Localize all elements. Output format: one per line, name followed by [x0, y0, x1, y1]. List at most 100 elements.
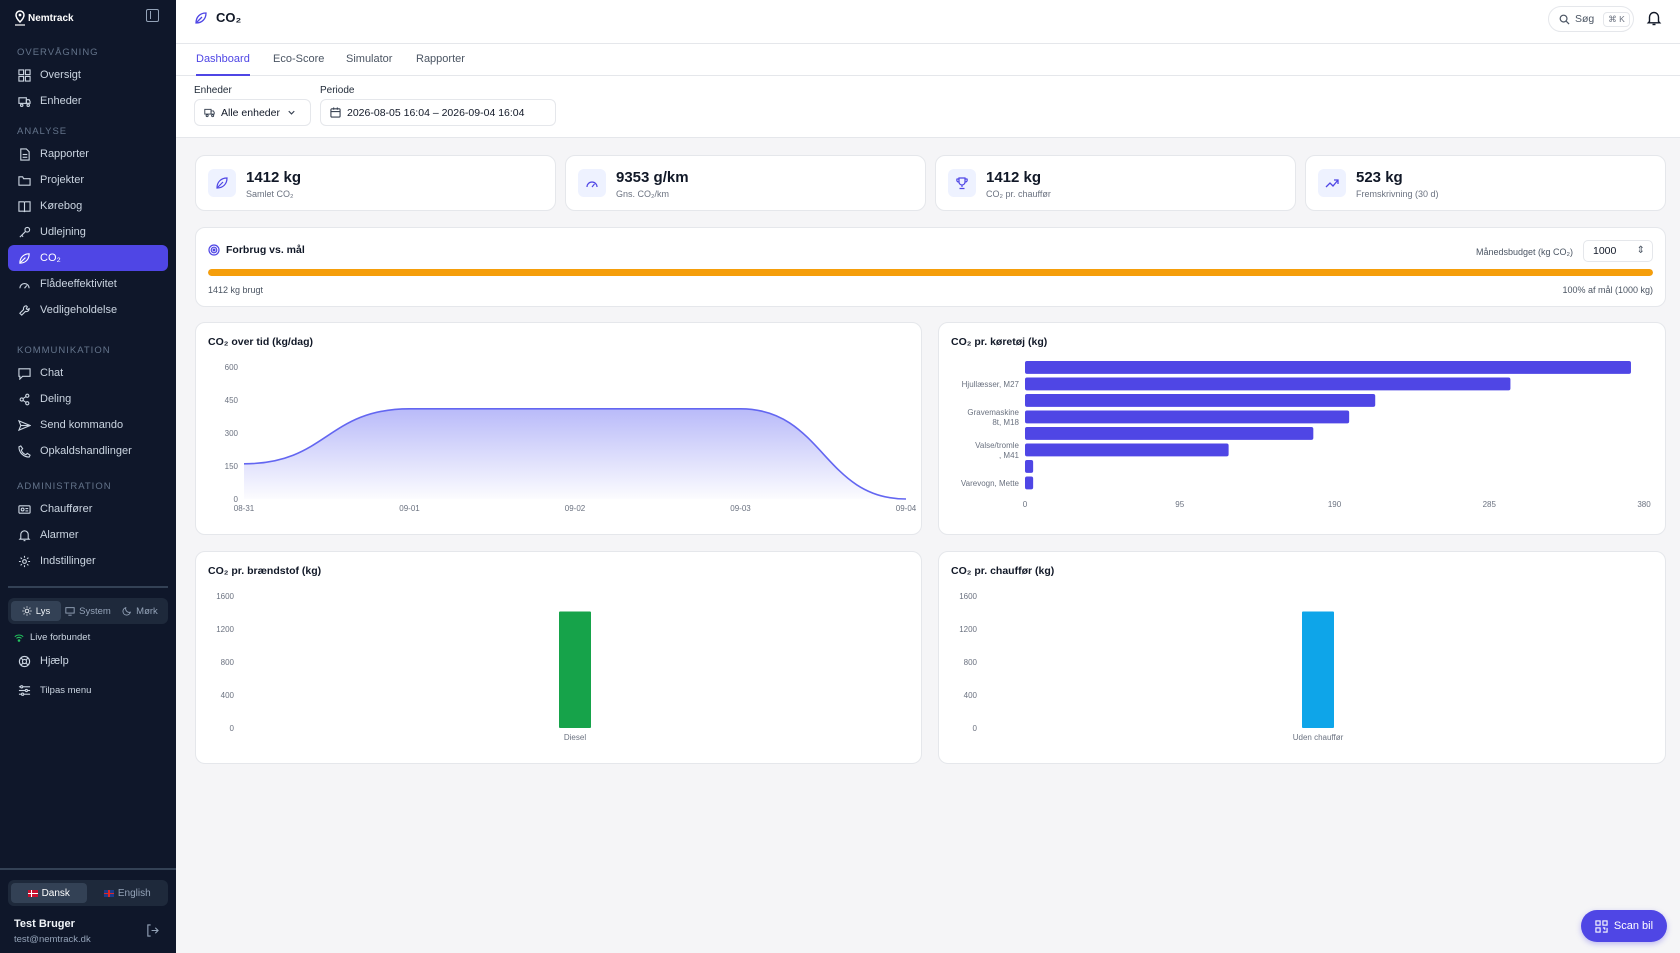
send-icon — [18, 419, 31, 431]
sidebar-item-co2[interactable]: CO₂ — [8, 245, 168, 271]
units-select[interactable]: Alle enheder — [194, 99, 311, 126]
theme-dark-button[interactable]: Mørk — [115, 601, 165, 621]
vehicle-bar — [1025, 410, 1350, 424]
sidebar-item-opkaldshandlinger[interactable]: Opkaldshandlinger — [8, 438, 168, 464]
y-tick-label: 0 — [973, 724, 978, 733]
sidebar-item-flaadeeffektivitet[interactable]: Flådeeffektivitet — [8, 271, 168, 297]
moon-icon — [122, 607, 132, 616]
top-bar: CO₂ Søg ⌘ K — [176, 0, 1680, 44]
x-category-label: Diesel — [564, 733, 586, 742]
sidebar-item-udlejning[interactable]: Udlejning — [8, 219, 168, 245]
grid-icon — [18, 68, 31, 82]
vehicle-bar — [1025, 427, 1314, 440]
kpi-icon-wrap — [1318, 169, 1346, 197]
y-category-label: Valse/tromle, M41 — [975, 441, 1019, 460]
y-category-label: Gravemaskine 8t, M18 — [967, 408, 1019, 427]
leaf-icon — [216, 177, 228, 189]
sidebar-item-indstillinger[interactable]: Indstillinger — [8, 548, 168, 574]
goal-progress-fill — [208, 269, 1653, 276]
co2-per-vehicle-chart: Hjullæsser, M27 Gravemaskine 8t, M18 Valse/… — [961, 361, 1651, 509]
x-tick-label: 09-02 — [565, 504, 586, 513]
folder-icon — [18, 175, 31, 186]
units-select-value: Alle enheder — [221, 106, 280, 119]
sidebar-item-enheder[interactable]: Enheder — [8, 88, 168, 114]
period-picker[interactable]: 2026-08-05 16:04 – 2026-09-04 16:04 — [320, 99, 556, 126]
sidebar-item-vedligeholdelse[interactable]: Vedligeholdelse — [8, 297, 168, 323]
search-icon — [1559, 14, 1570, 25]
brand-logo[interactable]: Nemtrack — [14, 8, 74, 28]
sidebar-item-chat[interactable]: Chat — [8, 360, 168, 386]
sidebar-item-chauffoerer[interactable]: Chauffører — [8, 496, 168, 522]
brand-name: Nemtrack — [28, 12, 74, 24]
scan-vehicle-button[interactable]: Scan bil — [1581, 910, 1667, 942]
monitor-icon — [65, 607, 75, 616]
vehicle-bar — [1025, 476, 1034, 490]
y-tick-label: 150 — [225, 462, 239, 471]
co2-per-fuel-chart: 0 400 800 1200 1600 Diesel — [216, 592, 591, 742]
kpi-value: 9353 g/km — [616, 169, 689, 186]
co2-over-time-chart: 0 150 300 450 600 08-31 09-01 09-02 09-03 09-04 — [225, 363, 917, 513]
sidebar-item-label: Projekter — [40, 174, 85, 186]
sidebar-item-rapporter[interactable]: Rapporter — [8, 141, 168, 167]
kpi-label: Samlet CO₂ — [246, 189, 294, 199]
sidebar-item-alarmer[interactable]: Alarmer — [8, 522, 168, 548]
kpi-value: 1412 kg — [246, 169, 302, 186]
kpi-value: 523 kg — [1356, 169, 1403, 186]
notification-bell-icon[interactable] — [1646, 10, 1662, 26]
sidebar-item-projekter[interactable]: Projekter — [8, 167, 168, 193]
page-title: CO₂ — [194, 10, 241, 25]
budget-input[interactable]: 1000 — [1583, 240, 1653, 262]
sidebar-item-send-kommando[interactable]: Send kommando — [8, 412, 168, 438]
phone-icon — [18, 444, 31, 458]
kpi-card-avg-co2-km: 9353 g/km Gns. CO₂/km — [565, 155, 926, 211]
live-status: Live forbundet — [14, 632, 90, 643]
goal-card: Forbrug vs. mål Månedsbudget (kg CO₂) 10… — [195, 227, 1666, 307]
theme-switch: Lys System Mørk — [8, 598, 168, 624]
language-english-button[interactable]: English — [90, 883, 166, 903]
language-danish-button[interactable]: Dansk — [11, 883, 87, 903]
sidebar-item-koerebog[interactable]: Kørebog — [8, 193, 168, 219]
search-button[interactable]: Søg ⌘ K — [1548, 6, 1634, 32]
tab-eco-score[interactable]: Eco-Score — [273, 53, 325, 65]
series-line — [243, 408, 907, 500]
x-tick-label: 380 — [1637, 500, 1651, 509]
x-tick-label: 285 — [1483, 500, 1497, 509]
filter-bar: Enheder Alle enheder Periode 2026-08-05 … — [176, 76, 1680, 138]
chart-title: CO₂ over tid (kg/dag) — [208, 336, 314, 348]
section-title-administration: ADMINISTRATION — [17, 481, 112, 492]
fuel-bar — [559, 611, 591, 728]
danish-flag-icon — [27, 889, 38, 897]
search-label: Søg — [1575, 13, 1595, 25]
tab-simulator[interactable]: Simulator — [346, 53, 393, 65]
sidebar-footer-divider — [0, 868, 176, 870]
wifi-icon — [14, 634, 24, 642]
kpi-card-co2-per-driver: 1412 kg CO₂ pr. chauffør — [935, 155, 1296, 211]
logout-icon[interactable] — [146, 924, 159, 937]
sidebar-item-help[interactable]: Hjælp — [8, 648, 168, 674]
period-filter-label: Periode — [320, 85, 355, 96]
vehicle-bar — [1025, 443, 1229, 457]
section-title-analyse: ANALYSE — [17, 126, 68, 137]
budget-label: Månedsbudget (kg CO₂) — [1475, 247, 1573, 257]
sidebar-collapse-icon[interactable] — [146, 9, 159, 22]
sidebar-item-label: Send kommando — [40, 419, 124, 431]
goal-title: Forbrug vs. mål — [208, 244, 305, 256]
lifebuoy-icon — [18, 655, 31, 667]
chart-card-co2-over-time: CO₂ over tid (kg/dag) 0 150 300 450 600 08-31… — [195, 322, 922, 535]
theme-system-button[interactable]: System — [63, 601, 113, 621]
units-filter-label: Enheder — [194, 85, 232, 96]
sidebar-item-oversigt[interactable]: Oversigt — [8, 62, 168, 88]
user-email: test@nemtrack.dk — [14, 934, 91, 945]
theme-light-button[interactable]: Lys — [11, 601, 61, 621]
section-title-kommunikation: KOMMUNIKATION — [17, 345, 111, 356]
customize-menu-label: Tilpas menu — [40, 684, 92, 696]
search-shortcut: ⌘ K — [1603, 11, 1630, 27]
customize-menu-button[interactable]: Tilpas menu — [8, 677, 168, 703]
vehicle-bar — [1025, 460, 1034, 473]
tab-dashboard[interactable]: Dashboard — [196, 44, 250, 76]
chat-icon — [18, 367, 31, 380]
sidebar-item-label: Vedligeholdelse — [40, 304, 118, 316]
tab-rapporter[interactable]: Rapporter — [416, 53, 465, 65]
leaf-icon — [195, 11, 207, 24]
sidebar-item-deling[interactable]: Deling — [8, 386, 168, 412]
